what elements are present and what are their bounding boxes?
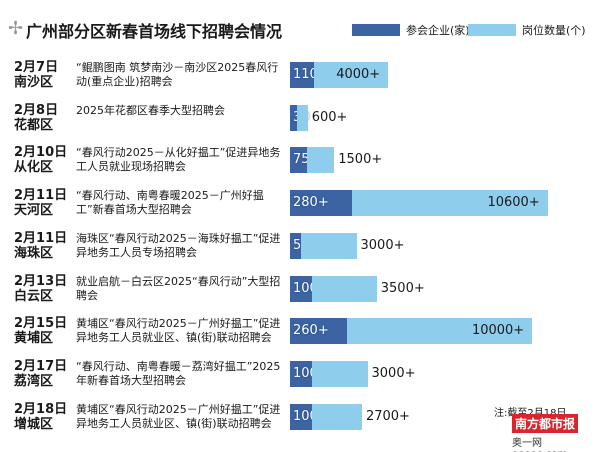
date-label: 2月18日 (14, 401, 68, 417)
event-label: “鲲鹏图南 筑梦南沙－南沙区2025春风行动(重点企业)招聘会 (76, 61, 279, 88)
district-label: 荔湾区 (14, 373, 54, 389)
value-label: 3500+ (380, 280, 425, 296)
note: 注:截至2月18日 (494, 404, 566, 419)
title-icon: ✢ (8, 18, 24, 39)
value-label: 600+ (311, 109, 348, 125)
date-label: 2月11日 (14, 230, 68, 246)
bar-segment (290, 147, 307, 174)
district-label: 黄埔区 (14, 331, 54, 347)
legend-label: 参会企业(家) (406, 24, 470, 37)
date-label: 2月8日 (14, 102, 59, 118)
bar-segment (312, 403, 362, 430)
date-label: 2月13日 (14, 273, 68, 289)
event-label: “春风行动、南粤春暖2025－广州好揾工”新春首场大型招聘会 (76, 189, 264, 217)
value-label: 260+ (293, 323, 329, 339)
bar-segment (306, 147, 335, 174)
bar-segment (351, 190, 548, 217)
event-label: 2025年花都区春季大型招聘会 (76, 103, 225, 117)
date-label: 2月15日 (14, 316, 68, 332)
value-label: 3000+ (371, 365, 416, 381)
date-label: 2月11日 (14, 188, 68, 204)
event-label: “春风行动2025－从化好揾工”促进异地务工人员就业现场招聘会 (76, 146, 281, 174)
value-label: 2700+ (365, 408, 410, 424)
bar-segment (347, 318, 533, 345)
bar-segment (301, 232, 357, 259)
bar-segment (290, 104, 297, 131)
bar-segment (290, 190, 352, 217)
value-label: 10600+ (487, 195, 540, 211)
event-label: 海珠区“春风行动2025－海珠好揾工”促进异地务工人员专场招聘会 (76, 231, 281, 259)
chart-title: 广州部分区新春首场线下招聘会情况 (26, 22, 283, 41)
legend-swatch (468, 24, 516, 36)
legend-swatch (352, 24, 400, 36)
district-label: 花都区 (14, 117, 54, 133)
bar-segment (296, 104, 308, 131)
district-label: 海珠区 (14, 245, 54, 261)
bar-segment (290, 232, 301, 259)
event-label: “春风行动、南粤春暖－荔湾好揾工”2025年新春首场大型招聘会 (76, 359, 281, 387)
bar-segment (290, 275, 312, 302)
district-label: 从化区 (14, 160, 54, 176)
bar-segment (290, 403, 312, 430)
district-label: 南沙区 (14, 75, 54, 90)
event-label: 黄埔区“春风行动2025－广州好揾工”促进异地务工人员就业区、镇(街)联动招聘会 (76, 317, 281, 345)
watermark-logo: 南方都市报 (512, 414, 579, 433)
district-label: 天河区 (14, 203, 54, 219)
value-label: 280+ (293, 195, 329, 211)
event-label: 就业启航－白云区2025“春风行动”大型招聘会 (76, 274, 281, 302)
bar-segment (312, 275, 377, 302)
value-label: 75 (293, 152, 310, 168)
value-label: 3000+ (360, 237, 405, 253)
date-label: 2月17日 (14, 358, 68, 374)
bar-segment (290, 62, 315, 88)
bar-segment (290, 360, 312, 387)
value-label: 4000+ (336, 67, 381, 82)
event-label: 黄埔区“春风行动2025－广州好揾工”促进异地务工人员就业区、镇(街)联动招聘会 (76, 402, 281, 430)
bar-segment (312, 360, 368, 387)
district-label: 增城区 (14, 416, 54, 432)
value-label: 10000+ (471, 323, 525, 339)
legend-label: 岗位数量(个) (522, 24, 586, 37)
date-label: 2月7日 (14, 60, 59, 75)
bar-segment (290, 318, 348, 345)
bar-segment (314, 62, 389, 88)
watermark-site: 奥一网 oeeee.com (512, 438, 567, 452)
value-label: 1500+ (338, 152, 383, 168)
district-label: 白云区 (14, 288, 54, 304)
date-label: 2月10日 (14, 145, 68, 161)
